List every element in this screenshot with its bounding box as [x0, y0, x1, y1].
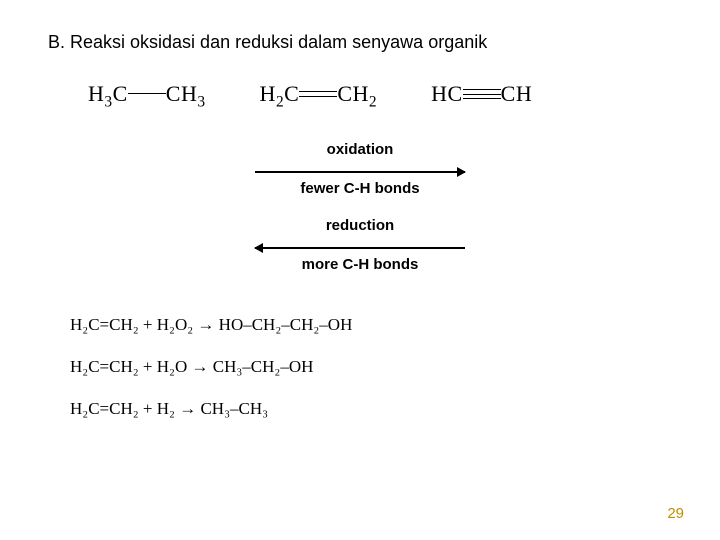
oxidation-label: oxidation [48, 141, 672, 158]
oxidation-sub: fewer C-H bonds [48, 180, 672, 197]
arrow-right-icon [255, 171, 465, 173]
triple-bond-icon [463, 89, 501, 99]
reduction-sub: more C-H bonds [48, 256, 672, 273]
reduction-block: reduction more C-H bonds [48, 217, 672, 273]
reaction-1: H₂C=CH₂ + H₂O₂ → HO–CH₂–CH₂–OH [70, 315, 672, 335]
single-bond-icon [128, 93, 166, 94]
reaction-2: H₂C=CH₂ + H₂O → CH₃–CH₂–OH [70, 357, 672, 377]
ethene-formula: H2CCH2 [260, 81, 384, 106]
reduction-label: reduction [48, 217, 672, 234]
molecule-row: H3CCH3 H2CCH2 HCCH [88, 81, 672, 107]
reaction-3: H₂C=CH₂ + H₂ → CH₃–CH₃ [70, 399, 672, 419]
double-bond-icon [299, 91, 337, 97]
slide-title: B. Reaksi oksidasi dan reduksi dalam sen… [48, 32, 672, 53]
slide-container: B. Reaksi oksidasi dan reduksi dalam sen… [0, 0, 720, 419]
oxidation-block: oxidation fewer C-H bonds [48, 141, 672, 197]
ethane-formula: H3CCH3 [88, 81, 212, 106]
page-number: 29 [667, 505, 684, 522]
ethyne-formula: HCCH [431, 81, 532, 106]
arrow-left-icon [255, 247, 465, 249]
reaction-list: H₂C=CH₂ + H₂O₂ → HO–CH₂–CH₂–OH H₂C=CH₂ +… [70, 315, 672, 419]
